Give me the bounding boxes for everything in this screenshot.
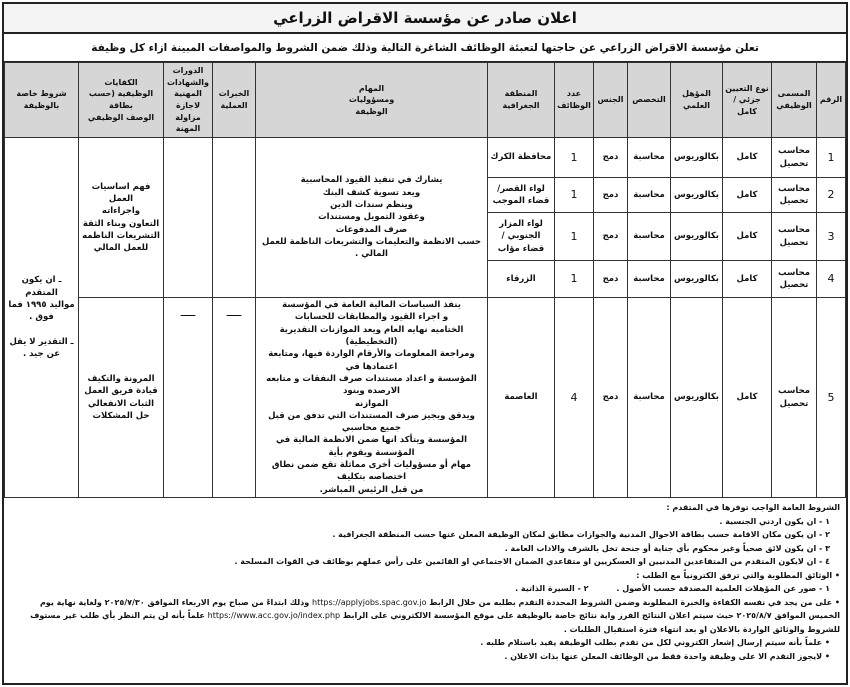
announcement-title: اعلان صادر عن مؤسسة الاقراض الزراعي: [4, 4, 846, 34]
cell-type: كامل: [722, 260, 772, 298]
cell-no: 4: [816, 260, 846, 298]
header-cell: نوع التعيين جزئي / كامل: [722, 62, 772, 138]
apply-text-a: • على من يجد في نفسه الكفاءة والخبرة الم…: [429, 597, 840, 607]
cell-major: محاسبة: [627, 297, 671, 498]
cell-tasks: يشارك في تنفيذ القيود المحاسبية ويعد تسو…: [255, 137, 488, 298]
cell-degree: بكالوريوس: [670, 212, 723, 261]
cell-degree: بكالوريوس: [670, 137, 723, 178]
condition-item: ٢ - ان يكون مكان الاقامة حسب بطاقة الاحو…: [332, 530, 830, 539]
cell-title: محاسب تحصيل: [771, 177, 817, 213]
condition-item: ٣ - ان يكون لائق صحياً وغير محكوم بأي جن…: [504, 543, 830, 553]
cell-gender: دمج: [593, 137, 628, 178]
application-instructions: • على من يجد في نفسه الكفاءة والخبرة الم…: [10, 596, 840, 637]
cell-competencies: فهم اساسيات العمل واجراءاته التعاون وبنا…: [78, 137, 164, 298]
cell-major: محاسبة: [627, 177, 671, 213]
cell-title: محاسب تحصيل: [771, 137, 817, 178]
cell-competencies: المرونة والتكيف قيادة فريق العمل الثبات …: [78, 297, 164, 498]
cell-no: 5: [816, 297, 846, 498]
cell-count: 1: [554, 212, 594, 261]
cell-experience: ـــــ: [212, 297, 256, 498]
header-cell: الجنس: [593, 62, 628, 138]
table-row: 2 محاسب تحصيل كامل بكالوريوس محاسبة دمج …: [5, 177, 846, 213]
header-cell: الكفايات الوظيفية (حسب بطاقة الوصف الوظي…: [78, 62, 164, 138]
header-cell: التخصص: [627, 62, 671, 138]
cell-degree: بكالوريوس: [670, 297, 723, 498]
cell-no: 3: [816, 212, 846, 261]
table-row: 5 محاسب تحصيل كامل بكالوريوس محاسبة دمج …: [5, 297, 846, 498]
cell-count: 1: [554, 137, 594, 178]
general-conditions: الشروط العامة الواجب توفرها في المتقدم :…: [4, 498, 846, 666]
header-cell: المنطقة الجغرافية: [487, 62, 555, 138]
cell-region: الزرقاء: [487, 260, 555, 298]
cell-gender: دمج: [593, 177, 628, 213]
header-cell: المهام ومسؤوليات الوظيفة: [255, 62, 488, 138]
header-cell: الرقم: [816, 62, 846, 138]
cell-region: محافظة الكرك: [487, 137, 555, 178]
cell-type: كامل: [722, 297, 772, 498]
cell-no: 1: [816, 137, 846, 178]
cell-region: العاصمة: [487, 297, 555, 498]
cell-degree: بكالوريوس: [670, 177, 723, 213]
cell-count: 1: [554, 177, 594, 213]
cell-special-conditions: ـ ان يكون المتقدم مواليد ١٩٩٥ فما فوق . …: [4, 137, 79, 498]
cell-degree: بكالوريوس: [670, 260, 723, 298]
apply-text-c: علماً بأنه لن يتم النظر بأي طلب غير مستو…: [30, 611, 840, 634]
header-cell: عدد الوظائف: [554, 62, 594, 138]
header-cell: المؤهل العلمي: [670, 62, 723, 138]
table-row: 1 محاسب تحصيل كامل بكالوريوس محاسبة دمج …: [4, 137, 846, 498]
header-cell: الدورات والشهادات المهنية لاجازة مزاولة …: [163, 62, 213, 138]
cell-type: كامل: [722, 137, 772, 178]
conditions-heading: الشروط العامة الواجب توفرها في المتقدم :: [666, 503, 840, 512]
cell-count: 4: [554, 297, 594, 498]
apply-text-b: وذلك ابتداءً من صباح يوم الاربعاء المواف…: [39, 597, 840, 621]
cell-gender: دمج: [593, 297, 628, 498]
cell-tasks: ينفذ السياسات المالية العامة في المؤسسة …: [255, 297, 488, 498]
cell-courses: [163, 137, 213, 298]
cell-type: كامل: [722, 212, 772, 261]
note-bullet: • علماً بأنه سيتم إرسال إشعار الكتروني ل…: [480, 638, 830, 647]
cell-no: 2: [816, 177, 846, 213]
results-link[interactable]: https://www.acc.gov.jo/index.php: [207, 611, 341, 620]
cell-count: 1: [554, 260, 594, 298]
cell-major: محاسبة: [627, 212, 671, 261]
cell-experience: [212, 137, 256, 298]
cell-title: محاسب تحصيل: [771, 260, 817, 298]
condition-item: ٤ - ان لايكون المتقدم من المتقاعدين المد…: [234, 557, 830, 566]
cell-region: لواء المزار الجنوبي / قضاء مؤاب: [487, 212, 555, 261]
cell-type: كامل: [722, 177, 772, 213]
header-cell: المسمى الوظيفي: [771, 62, 817, 138]
cell-major: محاسبة: [627, 137, 671, 178]
cell-gender: دمج: [593, 212, 628, 261]
jobs-table: الرقم المسمى الوظيفي نوع التعيين جزئي / …: [4, 62, 846, 498]
cell-gender: دمج: [593, 260, 628, 298]
table-header: الرقم المسمى الوظيفي نوع التعيين جزئي / …: [4, 62, 846, 138]
cell-title: محاسب تحصيل: [771, 212, 817, 261]
header-cell: شروط خاصة بالوظيفة: [4, 62, 79, 138]
note-bullet: • لايجوز التقدم الا على وظيفة واحدة فقط …: [504, 651, 830, 661]
apply-link[interactable]: https://applyjobs.spac.gov.jo: [312, 597, 427, 607]
announcement-subtitle: تعلن مؤسسة الاقراض الزراعي عن حاجتها لتع…: [4, 34, 846, 62]
condition-item: ١ - ان يكون اردني الجنسية .: [719, 516, 830, 526]
documents-list: ١ - صور عن المؤهلات العلمية المصدقة حسب …: [515, 584, 830, 593]
header-cell: الخبرات العملية: [212, 62, 256, 138]
documents-heading: • الوثائق المطلوبة والتي ترفق الكترونياً…: [636, 570, 840, 580]
cell-courses: ـــــ: [163, 297, 213, 498]
table-row: 4 محاسب تحصيل كامل بكالوريوس محاسبة دمج …: [5, 260, 846, 298]
cell-major: محاسبة: [627, 260, 671, 298]
cell-title: محاسب تحصيل: [771, 297, 817, 498]
cell-region: لواء القصر/ قضاء الموجب: [487, 177, 555, 213]
